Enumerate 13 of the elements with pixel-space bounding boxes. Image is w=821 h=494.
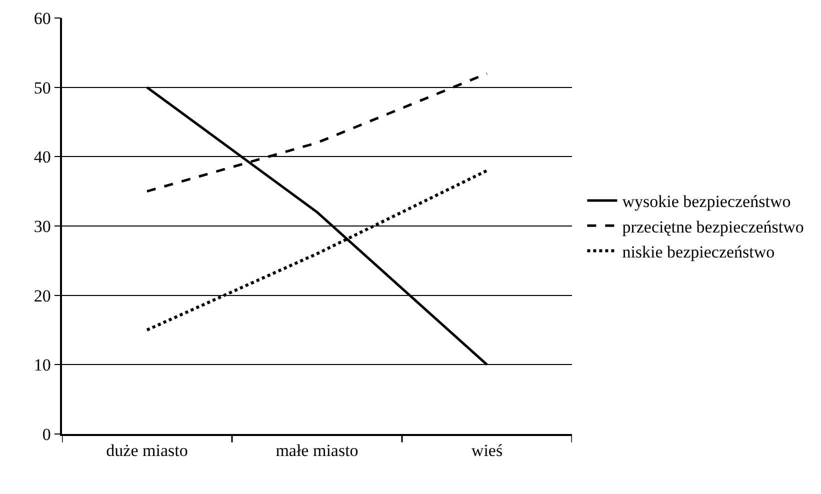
legend-label: niskie bezpieczeństwo [622, 242, 775, 262]
y-tick-label: 40 [34, 148, 51, 167]
y-tick-label: 30 [34, 216, 51, 236]
y-tick-label: 60 [34, 8, 51, 28]
x-tick-label: wieś [471, 441, 503, 460]
legend-label: wysokie bezpieczeństwo [622, 192, 791, 212]
y-tick-label: 50 [34, 78, 51, 98]
x-tick-label: małe miasto [276, 441, 358, 460]
y-tick-label: 20 [34, 286, 51, 306]
y-tick-label: 10 [34, 356, 51, 375]
legend-label: przeciętne bezpieczeństwo [622, 217, 804, 236]
y-tick-label: 0 [42, 424, 51, 444]
x-tick-label: duże miasto [106, 441, 188, 460]
